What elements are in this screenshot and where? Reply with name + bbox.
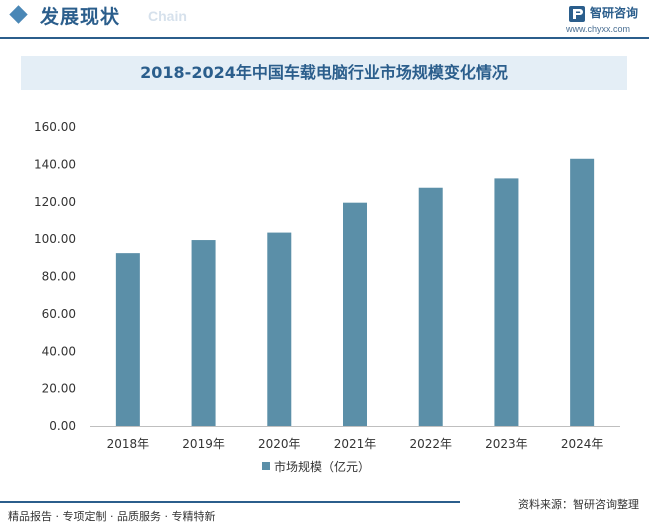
bar [570, 158, 595, 427]
chart-title: 2018-2024年中国车载电脑行业市场规模变化情况 [140, 63, 508, 82]
logo-icon [569, 6, 585, 22]
footer-tagline: 精品报告 · 专项定制 · 品质服务 · 专精特新 [8, 510, 216, 523]
legend-swatch [262, 462, 270, 470]
header-divider [0, 37, 649, 39]
legend-label: 市场规模（亿元） [274, 460, 371, 474]
x-tick-label: 2023年 [485, 437, 528, 451]
footer-divider [0, 501, 460, 503]
x-tick-label: 2019年 [182, 437, 225, 451]
bar [494, 178, 519, 426]
bar [191, 240, 216, 426]
y-tick-label: 40.00 [42, 344, 76, 358]
y-tick-label: 0.00 [49, 419, 76, 433]
source-note: 资料来源：智研咨询整理 [518, 498, 639, 511]
logo-name: 智研咨询 [590, 6, 639, 20]
y-tick-label: 120.00 [34, 195, 76, 209]
chart-title-bar: 2018-2024年中国车载电脑行业市场规模变化情况 [21, 56, 627, 90]
x-tick-label: 2021年 [334, 437, 377, 451]
y-tick-label: 160.00 [34, 120, 76, 134]
bar [115, 253, 140, 426]
bar [343, 202, 367, 426]
x-tick-label: 2020年 [258, 437, 301, 451]
x-tick-label: 2018年 [107, 437, 150, 451]
bar [267, 232, 292, 426]
section-subtitle: Chain [148, 8, 187, 24]
logo-url: www.chyxx.com [566, 24, 631, 34]
x-tick-label: 2022年 [409, 437, 452, 451]
bar [418, 187, 443, 426]
section-title: 发展现状 [40, 6, 121, 28]
y-tick-label: 60.00 [42, 307, 76, 321]
x-tick-label: 2024年 [561, 437, 604, 451]
header: 发展现状 Chain 智研咨询 www.chyxx.com [0, 0, 649, 46]
y-tick-label: 100.00 [34, 232, 76, 246]
y-tick-label: 20.00 [42, 382, 76, 396]
y-tick-label: 80.00 [42, 270, 76, 284]
y-tick-label: 140.00 [34, 157, 76, 171]
